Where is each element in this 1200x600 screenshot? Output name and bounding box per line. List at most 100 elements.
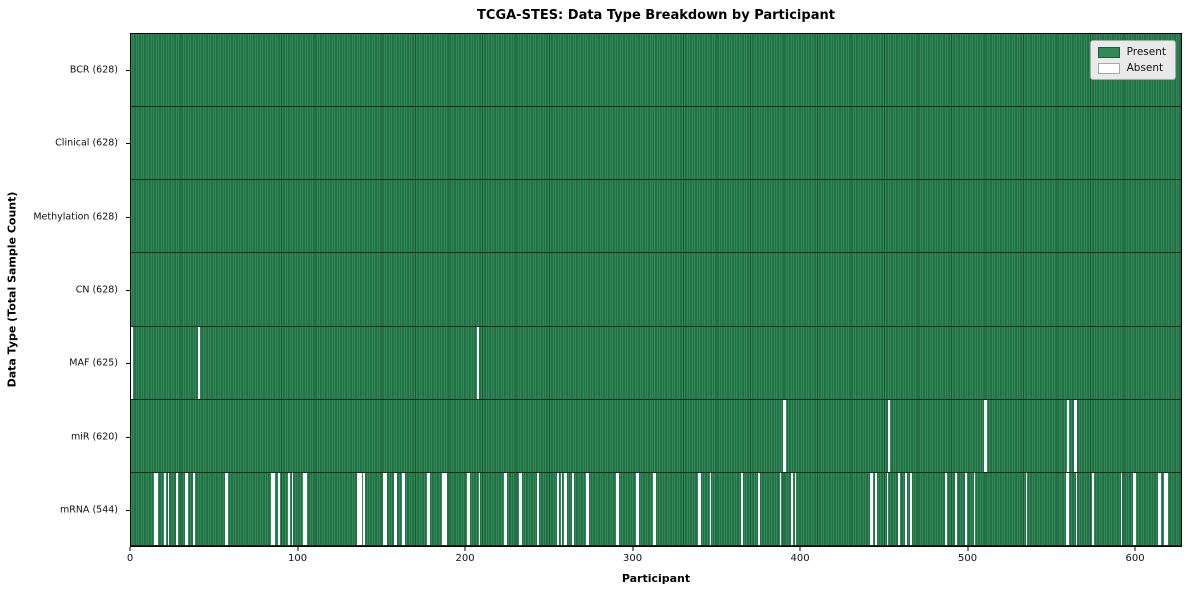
absent-stripe [518, 472, 521, 545]
y-tick-label: Methylation (628) [33, 211, 118, 223]
x-tick-mark [799, 547, 801, 551]
absent-stripe [383, 472, 386, 545]
absent-stripe [560, 472, 563, 545]
absent-stripe [467, 472, 469, 545]
legend-label-present: Present [1126, 46, 1166, 58]
absent-stripe [637, 472, 640, 545]
absent-stripe [184, 472, 187, 545]
absent-stripe [983, 399, 986, 472]
absent-stripe [156, 472, 158, 545]
absent-stripe [652, 472, 655, 545]
absent-stripe [304, 472, 307, 545]
absent-stripe [288, 472, 290, 545]
absent-stripe [273, 472, 275, 545]
absent-stripe [1132, 472, 1135, 545]
row-Clinical [131, 107, 1181, 181]
y-tick-mark [126, 216, 130, 218]
y-tick-label: CN (628) [75, 284, 118, 296]
absent-stripe [615, 472, 618, 545]
y-tick-label: MAF (625) [69, 357, 118, 369]
absent-stripe [226, 472, 228, 545]
absent-stripe [871, 472, 874, 545]
row-Methylation [131, 180, 1181, 254]
absent-swatch-icon [1097, 62, 1120, 74]
absent-stripe [445, 472, 447, 545]
x-tick-label: 0 [126, 553, 134, 564]
x-tick-mark [967, 547, 969, 551]
absent-stripe [955, 472, 957, 545]
absent-stripe [224, 472, 227, 545]
x-tick-mark [129, 547, 131, 551]
absent-stripe [154, 472, 157, 545]
absent-stripe [1025, 472, 1028, 545]
y-axis: BCR (628) Clinical (628) Methylation (628)… [0, 33, 130, 547]
absent-stripe [167, 472, 170, 545]
absent-stripe [1165, 472, 1168, 545]
absent-stripe [870, 472, 872, 545]
x-tick-label: 500 [958, 553, 978, 564]
absent-stripe [393, 472, 396, 545]
absent-stripe [291, 472, 294, 545]
legend-label-absent: Absent [1126, 62, 1164, 74]
absent-stripe [1120, 472, 1123, 545]
absent-stripe [783, 399, 785, 472]
absent-stripe [741, 472, 743, 545]
absent-stripe [478, 472, 481, 545]
absent-stripe [186, 472, 188, 545]
absent-stripe [564, 472, 566, 545]
absent-stripe [131, 326, 133, 399]
absent-stripe [1092, 472, 1095, 545]
row-BCR [131, 34, 1181, 108]
absent-stripe [428, 472, 431, 545]
y-tick-mark [126, 143, 130, 145]
absent-stripe [910, 472, 912, 545]
present-swatch-icon [1097, 46, 1120, 58]
absent-stripe [197, 326, 200, 399]
x-tick-label: 200 [455, 553, 475, 564]
absent-stripe [875, 472, 877, 545]
absent-stripe [443, 472, 446, 545]
absent-stripe [176, 472, 178, 545]
absent-stripe [1067, 472, 1069, 545]
absent-stripe [503, 472, 506, 545]
row-MAF [131, 326, 1181, 400]
row-CN [131, 253, 1181, 327]
absent-stripe [945, 472, 947, 545]
absent-stripe [360, 472, 362, 545]
legend-item-present: Present [1097, 46, 1166, 58]
absent-stripe [1134, 472, 1136, 545]
y-tick-mark [126, 510, 130, 512]
absent-stripe [794, 472, 797, 545]
x-tick-label: 600 [1125, 553, 1145, 564]
absent-stripe [1159, 472, 1161, 545]
absent-stripe [617, 472, 620, 545]
absent-stripe [401, 472, 404, 545]
legend-item-absent: Absent [1097, 62, 1166, 74]
absent-stripe [520, 472, 523, 545]
y-tick-mark [126, 290, 130, 291]
y-tick-label: Clinical (628) [55, 137, 118, 149]
absent-stripe [791, 472, 794, 545]
absent-stripe [537, 472, 539, 545]
x-tick-mark [1134, 547, 1136, 551]
absent-stripe [572, 472, 575, 545]
absent-stripe [356, 472, 359, 545]
absent-stripe [905, 472, 907, 545]
absent-stripe [363, 472, 366, 545]
x-tick-label: 300 [623, 553, 643, 564]
plot-area: Present Absent [130, 33, 1182, 547]
absent-stripe [557, 472, 560, 545]
absent-stripe [385, 472, 387, 545]
absent-stripe [441, 472, 444, 545]
x-tick-mark [297, 547, 299, 551]
absent-stripe [426, 472, 429, 545]
x-axis: 0 100 200 300 400 500 600 [126, 547, 1182, 569]
x-tick-label: 100 [287, 553, 308, 564]
absent-stripe [585, 472, 588, 545]
y-tick-mark [126, 436, 130, 438]
absent-stripe [1075, 399, 1078, 472]
absent-stripe [985, 399, 988, 472]
y-tick-mark [126, 69, 130, 71]
absent-stripe [403, 472, 406, 545]
